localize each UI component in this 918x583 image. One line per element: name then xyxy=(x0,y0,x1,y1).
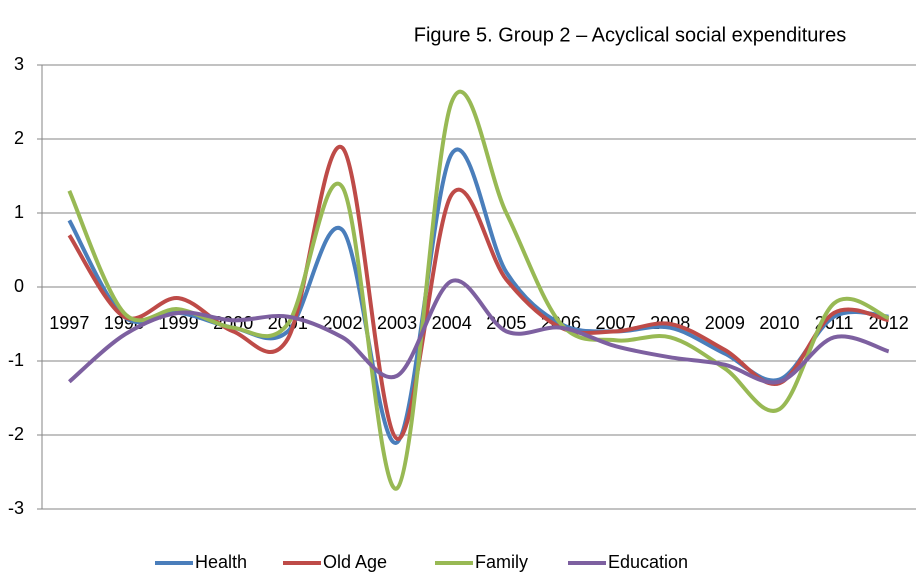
series-line xyxy=(67,89,890,491)
y-tick-label: 0 xyxy=(14,276,24,296)
x-tick-label: 2005 xyxy=(486,313,526,333)
y-tick-label: 1 xyxy=(14,202,24,222)
x-tick-label: 2009 xyxy=(705,313,745,333)
x-tick-label: 2003 xyxy=(377,313,417,333)
legend-label: Education xyxy=(608,552,688,572)
legend-label: Health xyxy=(195,552,247,572)
y-tick-label: -3 xyxy=(8,498,24,518)
chart-title: Figure 5. Group 2 – Acyclical social exp… xyxy=(414,24,846,46)
legend-label: Old Age xyxy=(323,552,387,572)
x-tick-label: 2010 xyxy=(759,313,799,333)
x-tick-label: 2002 xyxy=(322,313,362,333)
y-tick-label: 2 xyxy=(14,128,24,148)
x-tick-label: 1997 xyxy=(49,313,89,333)
y-tick-label: -2 xyxy=(8,424,24,444)
series-line xyxy=(67,147,889,445)
y-tick-label: 3 xyxy=(14,54,24,74)
x-tick-label: 2004 xyxy=(432,313,472,333)
x-tick-label: 1999 xyxy=(159,313,199,333)
series-line xyxy=(68,278,890,385)
y-tick-label: -1 xyxy=(8,350,24,370)
legend-label: Family xyxy=(475,552,528,572)
x-tick-label: 2007 xyxy=(596,313,636,333)
